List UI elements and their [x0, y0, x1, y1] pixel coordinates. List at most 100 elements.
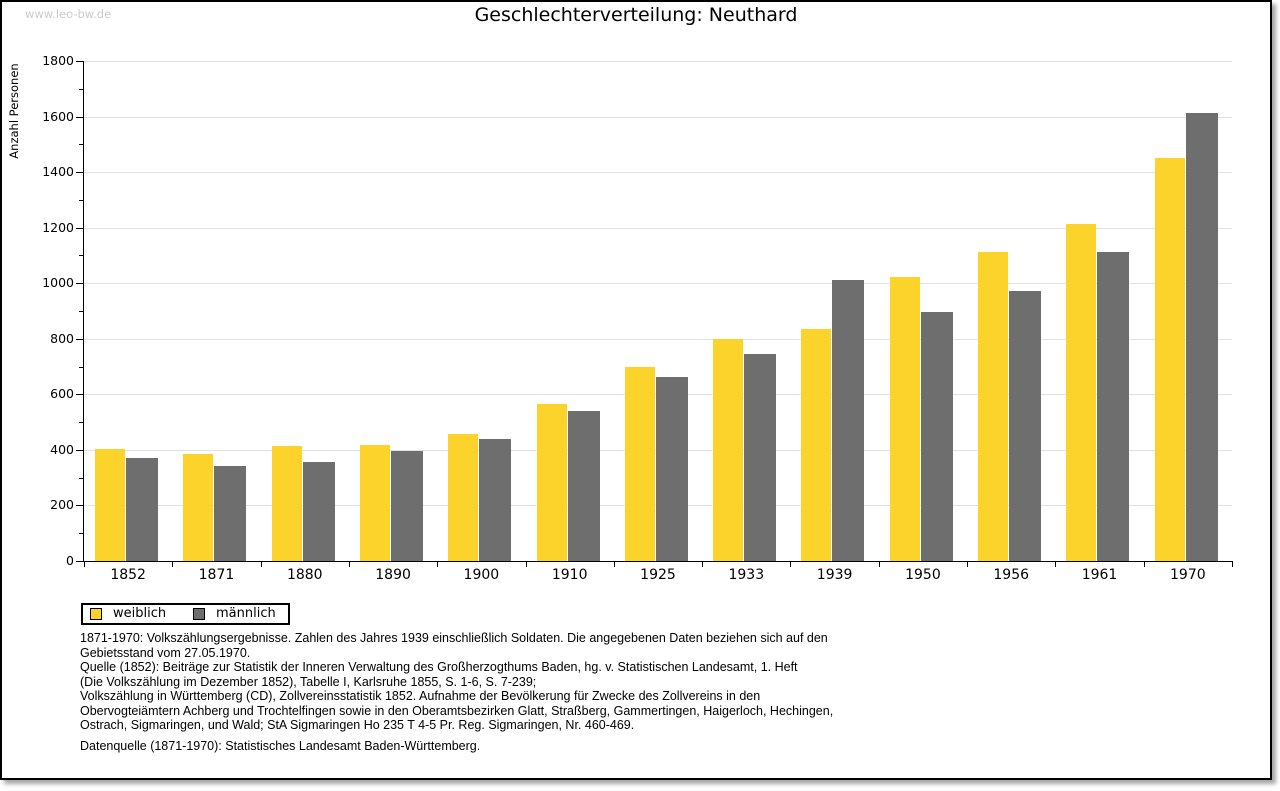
- y-tick-0: [76, 561, 83, 562]
- gridline-1400: [84, 172, 1232, 174]
- x-tick-11: [1055, 561, 1057, 567]
- bar-weiblich-1925: [624, 366, 655, 561]
- bar-männlich-1890: [390, 451, 423, 561]
- x-tick-7: [702, 561, 704, 567]
- gridline-1000: [84, 283, 1232, 285]
- y-tick-label-1000: 1000: [42, 275, 74, 291]
- bar-weiblich-1852: [95, 448, 125, 561]
- x-tick-1: [172, 561, 174, 567]
- y-tick-700: [79, 366, 83, 368]
- y-tick-500: [79, 422, 83, 424]
- y-tick-1200: [76, 227, 83, 229]
- bar-weiblich-1900: [448, 433, 479, 561]
- source-note-line: 1871-1970: Volkszählungsergebnisse. Zahl…: [80, 631, 828, 645]
- gridline-1600: [84, 116, 1232, 118]
- y-tick-label-1400: 1400: [42, 164, 74, 180]
- page-title: Geschlechterverteilung: Neuthard: [474, 4, 798, 26]
- bar-weiblich-1961: [1066, 223, 1097, 561]
- y-tick-1500: [79, 144, 83, 146]
- x-tick-9: [878, 561, 880, 567]
- watermark: www.leo-bw.de: [25, 7, 112, 21]
- y-tick-1100: [79, 255, 83, 257]
- bar-männlich-1956: [1009, 291, 1042, 561]
- x-category-label-1871: 1871: [198, 567, 235, 583]
- bar-männlich-1950: [920, 312, 953, 561]
- y-tick-300: [79, 477, 83, 479]
- x-category-label-1880: 1880: [286, 567, 323, 583]
- x-tick-8: [790, 561, 792, 567]
- x-tick-0: [84, 561, 85, 567]
- x-tick-4: [437, 561, 439, 567]
- x-tick-13: [1232, 561, 1233, 567]
- bar-weiblich-1880: [271, 446, 302, 561]
- bar-männlich-1925: [655, 377, 688, 561]
- bar-männlich-1900: [479, 438, 512, 561]
- y-tick-100: [79, 533, 83, 535]
- bar-weiblich-1871: [183, 453, 214, 561]
- x-tick-10: [967, 561, 969, 567]
- y-tick-label-600: 600: [50, 386, 74, 402]
- bar-männlich-1961: [1097, 252, 1130, 561]
- y-tick-1300: [79, 199, 83, 201]
- y-tick-label-1600: 1600: [42, 108, 74, 124]
- y-tick-1600: [76, 116, 83, 118]
- x-category-label-1852: 1852: [110, 567, 146, 583]
- legend-label-weiblich: weiblich: [113, 606, 167, 621]
- bar-männlich-1871: [214, 466, 247, 561]
- y-tick-label-1200: 1200: [42, 219, 74, 235]
- y-tick-1800: [76, 61, 83, 62]
- bar-weiblich-1956: [978, 252, 1009, 561]
- legend-swatch-maennlich: [193, 608, 205, 620]
- chart-content: www.leo-bw.de Geschlechterverteilung: Ne…: [2, 2, 1270, 778]
- chart-panel: www.leo-bw.de Geschlechterverteilung: Ne…: [0, 0, 1272, 780]
- x-tick-2: [260, 561, 262, 567]
- gridline-1200: [84, 227, 1232, 229]
- y-tick-900: [79, 311, 83, 312]
- source-note-line: Quelle (1852): Beiträge zur Statistik de…: [80, 660, 798, 674]
- x-tick-6: [613, 561, 615, 567]
- bar-männlich-1910: [567, 411, 600, 561]
- y-tick-1700: [79, 88, 83, 90]
- bar-männlich-1970: [1185, 113, 1218, 561]
- gridline-1800: [84, 61, 1232, 62]
- y-tick-600: [76, 394, 83, 396]
- x-category-label-1939: 1939: [816, 567, 853, 583]
- x-category-label-1925: 1925: [640, 567, 676, 583]
- source-notes: 1871-1970: Volkszählungsergebnisse. Zahl…: [80, 631, 1220, 733]
- bar-männlich-1880: [302, 461, 335, 561]
- bar-männlich-1933: [744, 353, 777, 561]
- legend-label-maennlich: männlich: [216, 606, 276, 621]
- y-tick-1400: [76, 172, 83, 174]
- y-tick-1000: [76, 283, 83, 285]
- x-category-label-1910: 1910: [551, 567, 588, 583]
- y-tick-label-200: 200: [50, 497, 74, 513]
- y-axis-title: Anzahl Personen: [7, 63, 21, 159]
- bar-männlich-1852: [126, 457, 158, 561]
- source-note-line: Ostrach, Sigmaringen, und Wald; StA Sigm…: [80, 718, 635, 732]
- y-tick-label-800: 800: [50, 330, 74, 346]
- plot-area: 0 200 400 600 800 1000 1200 1400 1600 1800 1852 187…: [42, 54, 1233, 583]
- y-tick-label-1800: 1800: [42, 53, 74, 68]
- x-tick-3: [348, 561, 350, 567]
- bar-männlich-1939: [832, 280, 865, 561]
- x-category-label-1890: 1890: [375, 567, 411, 583]
- bar-weiblich-1939: [801, 328, 832, 561]
- x-tick-12: [1143, 561, 1145, 567]
- gridline-800: [84, 338, 1232, 340]
- x-category-label-1900: 1900: [463, 567, 500, 583]
- x-tick-5: [525, 561, 527, 567]
- y-tick-800: [76, 338, 83, 340]
- source-note-line: (Die Volkszählung im Dezember 1852), Tab…: [80, 674, 537, 689]
- x-category-label-1961: 1961: [1081, 567, 1118, 583]
- y-tick-400: [76, 449, 83, 451]
- source-note-line: Obervogteiämtern Achberg und Trochtelfin…: [80, 703, 834, 718]
- x-category-label-1970: 1970: [1170, 567, 1206, 583]
- y-tick-label-400: 400: [50, 441, 74, 457]
- x-category-label-1933: 1933: [728, 567, 765, 583]
- bar-weiblich-1970: [1154, 157, 1185, 561]
- legend-swatch-weiblich: [90, 608, 102, 620]
- datasource-line: Datenquelle (1871-1970): Statistisches L…: [80, 739, 481, 753]
- bar-weiblich-1950: [889, 277, 920, 561]
- legend: weiblich männlich: [81, 603, 290, 625]
- x-category-label-1950: 1950: [905, 567, 941, 583]
